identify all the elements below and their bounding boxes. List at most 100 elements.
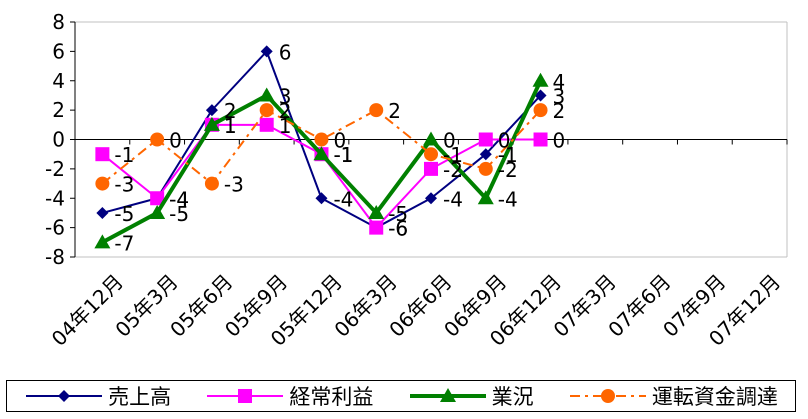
data-label: 6 bbox=[279, 40, 292, 64]
data-point bbox=[477, 190, 494, 205]
legend-item: 業況 bbox=[408, 381, 534, 411]
data-label: -4 bbox=[169, 187, 189, 211]
data-label: -5 bbox=[169, 202, 189, 226]
data-label: -3 bbox=[224, 173, 244, 197]
data-point bbox=[258, 87, 275, 102]
data-label: 0 bbox=[498, 129, 511, 153]
data-label: -6 bbox=[388, 217, 408, 241]
legend-item: 売上高 bbox=[24, 381, 171, 411]
y-tick-label: 2 bbox=[52, 98, 65, 122]
legend-label: 売上高 bbox=[108, 385, 172, 409]
legend-label: 経常利益 bbox=[289, 385, 374, 409]
legend-swatch bbox=[409, 388, 486, 402]
legend-swatch bbox=[26, 390, 103, 402]
data-point bbox=[368, 204, 385, 219]
y-tick-label: -4 bbox=[45, 186, 65, 210]
data-point bbox=[369, 103, 384, 118]
chart-series bbox=[94, 45, 549, 249]
y-tick-label: 6 bbox=[52, 39, 65, 63]
data-label: -5 bbox=[114, 202, 134, 226]
chart-legend: 売上高 経常利益 業況 運転資金調達 bbox=[6, 380, 796, 412]
data-label: 2 bbox=[553, 99, 566, 123]
data-point bbox=[424, 161, 438, 176]
data-point bbox=[259, 117, 274, 132]
data-point bbox=[150, 132, 165, 147]
data-label: 2 bbox=[388, 99, 401, 123]
data-point bbox=[260, 45, 273, 58]
data-label: -4 bbox=[333, 187, 353, 211]
data-point bbox=[478, 132, 493, 147]
y-tick-label: -8 bbox=[45, 245, 65, 269]
data-point bbox=[532, 72, 549, 87]
legend-marker bbox=[600, 389, 615, 403]
data-point bbox=[533, 103, 548, 118]
data-point bbox=[479, 148, 492, 161]
data-point bbox=[96, 206, 109, 219]
legend-marker bbox=[439, 388, 456, 402]
series-2 bbox=[94, 72, 549, 249]
y-tick-label: 4 bbox=[52, 69, 65, 93]
data-label: -4 bbox=[169, 187, 189, 211]
data-label: 1 bbox=[224, 114, 237, 138]
data-label: 4 bbox=[553, 70, 566, 94]
data-label: -2 bbox=[443, 158, 463, 182]
data-point bbox=[204, 176, 219, 191]
data-label: 3 bbox=[553, 84, 566, 108]
line-chart: 86420-2-4-6-804年12月05年3月05年6月05年9月05年12月… bbox=[45, 10, 788, 351]
data-label: 0 bbox=[443, 129, 456, 153]
legend-marker bbox=[58, 390, 71, 402]
data-point bbox=[149, 204, 166, 219]
y-tick-label: 8 bbox=[52, 10, 65, 34]
legend-swatch bbox=[569, 389, 646, 403]
legend-swatch bbox=[207, 389, 284, 403]
data-point bbox=[205, 104, 218, 117]
data-point bbox=[369, 220, 384, 235]
data-label: 0 bbox=[333, 129, 346, 153]
y-tick-label: -2 bbox=[45, 157, 65, 181]
data-point bbox=[95, 147, 110, 162]
series-line bbox=[101, 79, 543, 245]
data-point bbox=[150, 191, 165, 206]
data-point bbox=[425, 192, 437, 205]
series-3 bbox=[95, 103, 548, 191]
data-labels: -5-426-4-6-4-13-1-41 1-1-6-20 0-7-513-1-50… bbox=[114, 40, 565, 255]
data-label: -4 bbox=[498, 187, 518, 211]
data-point bbox=[478, 161, 493, 176]
data-label: -1 bbox=[114, 143, 134, 167]
data-point bbox=[533, 132, 548, 147]
data-point bbox=[424, 147, 438, 162]
data-label: 2 bbox=[224, 99, 237, 123]
data-point bbox=[314, 132, 329, 147]
x-tick-label: 04年12月 bbox=[47, 270, 128, 351]
data-label: -7 bbox=[114, 231, 134, 255]
legend-label: 運転資金調達 bbox=[651, 385, 778, 409]
chart-axes: 86420-2-4-6-804年12月05年3月05年6月05年9月05年12月… bbox=[45, 10, 788, 351]
data-point bbox=[203, 116, 220, 131]
legend-label: 業況 bbox=[491, 385, 534, 409]
data-label: -4 bbox=[443, 187, 463, 211]
data-label: -1 bbox=[333, 143, 353, 167]
data-point bbox=[259, 103, 274, 118]
data-label: -5 bbox=[388, 202, 408, 226]
data-label: -3 bbox=[114, 173, 134, 197]
data-point bbox=[313, 146, 330, 161]
data-point bbox=[534, 89, 547, 102]
data-point bbox=[423, 131, 439, 146]
legend-marker bbox=[238, 389, 253, 403]
data-label: 1 bbox=[279, 114, 292, 138]
data-label: 0 bbox=[169, 129, 182, 153]
data-label: 0 bbox=[553, 129, 566, 153]
data-label: -1 bbox=[498, 143, 518, 167]
data-label: 2 bbox=[279, 99, 292, 123]
series-line bbox=[101, 109, 542, 185]
data-point bbox=[315, 192, 328, 205]
data-label: -2 bbox=[498, 158, 518, 182]
data-point bbox=[94, 234, 111, 249]
legend-item: 経常利益 bbox=[205, 381, 373, 411]
data-label: -6 bbox=[388, 217, 408, 241]
data-point bbox=[95, 176, 110, 191]
data-label: -1 bbox=[443, 143, 463, 167]
data-label: -1 bbox=[333, 143, 353, 167]
y-tick-label: 0 bbox=[52, 128, 65, 152]
data-label: 1 bbox=[224, 114, 237, 138]
